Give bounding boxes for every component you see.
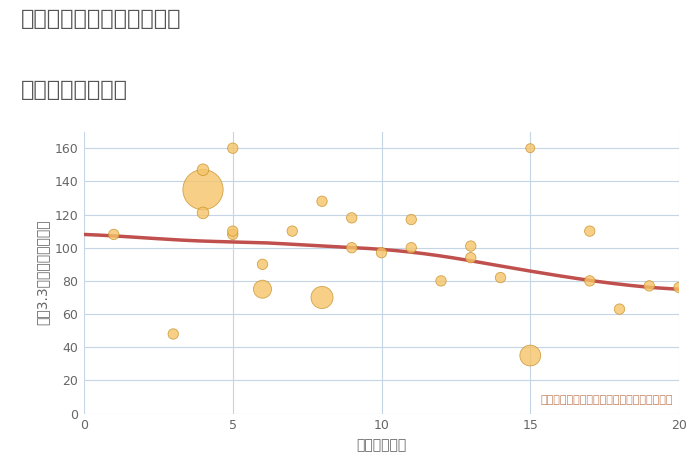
Point <box>465 254 476 261</box>
Point <box>108 231 119 238</box>
Point <box>376 249 387 257</box>
Point <box>168 330 179 338</box>
Point <box>257 260 268 268</box>
Point <box>406 244 417 251</box>
Point <box>227 144 238 152</box>
Point <box>346 214 357 222</box>
Point <box>257 285 268 293</box>
Text: 円の大きさは、取引のあった物件面積を示す: 円の大きさは、取引のあった物件面積を示す <box>540 395 673 405</box>
Point <box>227 227 238 235</box>
Point <box>584 227 595 235</box>
Point <box>287 227 298 235</box>
Point <box>197 209 209 217</box>
X-axis label: 駅距離（分）: 駅距離（分） <box>356 438 407 452</box>
Point <box>673 284 685 291</box>
Point <box>346 244 357 251</box>
Point <box>495 274 506 282</box>
Point <box>465 243 476 250</box>
Text: 駅距離別土地価格: 駅距離別土地価格 <box>21 80 128 100</box>
Point <box>525 144 536 152</box>
Point <box>227 231 238 238</box>
Text: 兵庫県西宮市津門西口町の: 兵庫県西宮市津門西口町の <box>21 9 181 30</box>
Point <box>316 197 328 205</box>
Point <box>614 306 625 313</box>
Y-axis label: 坪（3.3㎡）単価（万円）: 坪（3.3㎡）単価（万円） <box>35 220 49 325</box>
Point <box>197 186 209 194</box>
Point <box>197 166 209 173</box>
Point <box>525 352 536 359</box>
Point <box>644 282 655 290</box>
Point <box>316 294 328 301</box>
Point <box>584 277 595 285</box>
Point <box>435 277 447 285</box>
Point <box>406 216 417 223</box>
